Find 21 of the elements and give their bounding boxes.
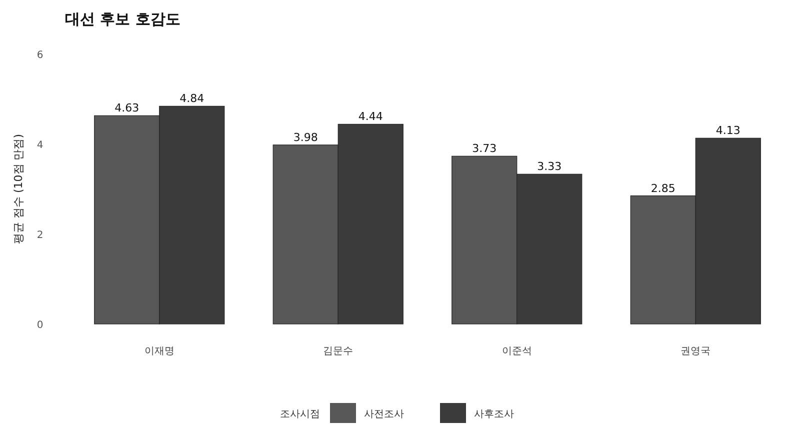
x-tick-label: 권영국 [680,346,711,357]
x-tick-label: 김문수 [323,346,354,357]
data-label: 4.84 [180,92,204,106]
x-tick-label: 이준석 [502,346,532,357]
y-tick-label: 2 [36,230,44,241]
y-tick-label: 4 [36,140,44,151]
y-tick-label: 0 [36,320,44,331]
data-label: 4.63 [114,102,140,115]
data-label: 4.44 [358,110,383,124]
y-tick-label: 6 [36,50,44,61]
y-axis-title: 평균 점수 (10점 만점) [12,134,25,244]
legend-label: 사후조사 [474,409,514,420]
data-label: 2.85 [650,182,676,195]
data-label: 3.98 [293,130,318,144]
legend-title: 조사시점 [280,409,320,420]
data-label: 3.33 [537,160,562,174]
legend-label: 사전조사 [364,409,404,420]
data-label: 4.13 [716,124,740,138]
x-tick-label: 이재명 [144,346,174,357]
data-label: 3.73 [472,142,497,156]
chart-title: 대선 후보 호감도 [65,10,180,28]
